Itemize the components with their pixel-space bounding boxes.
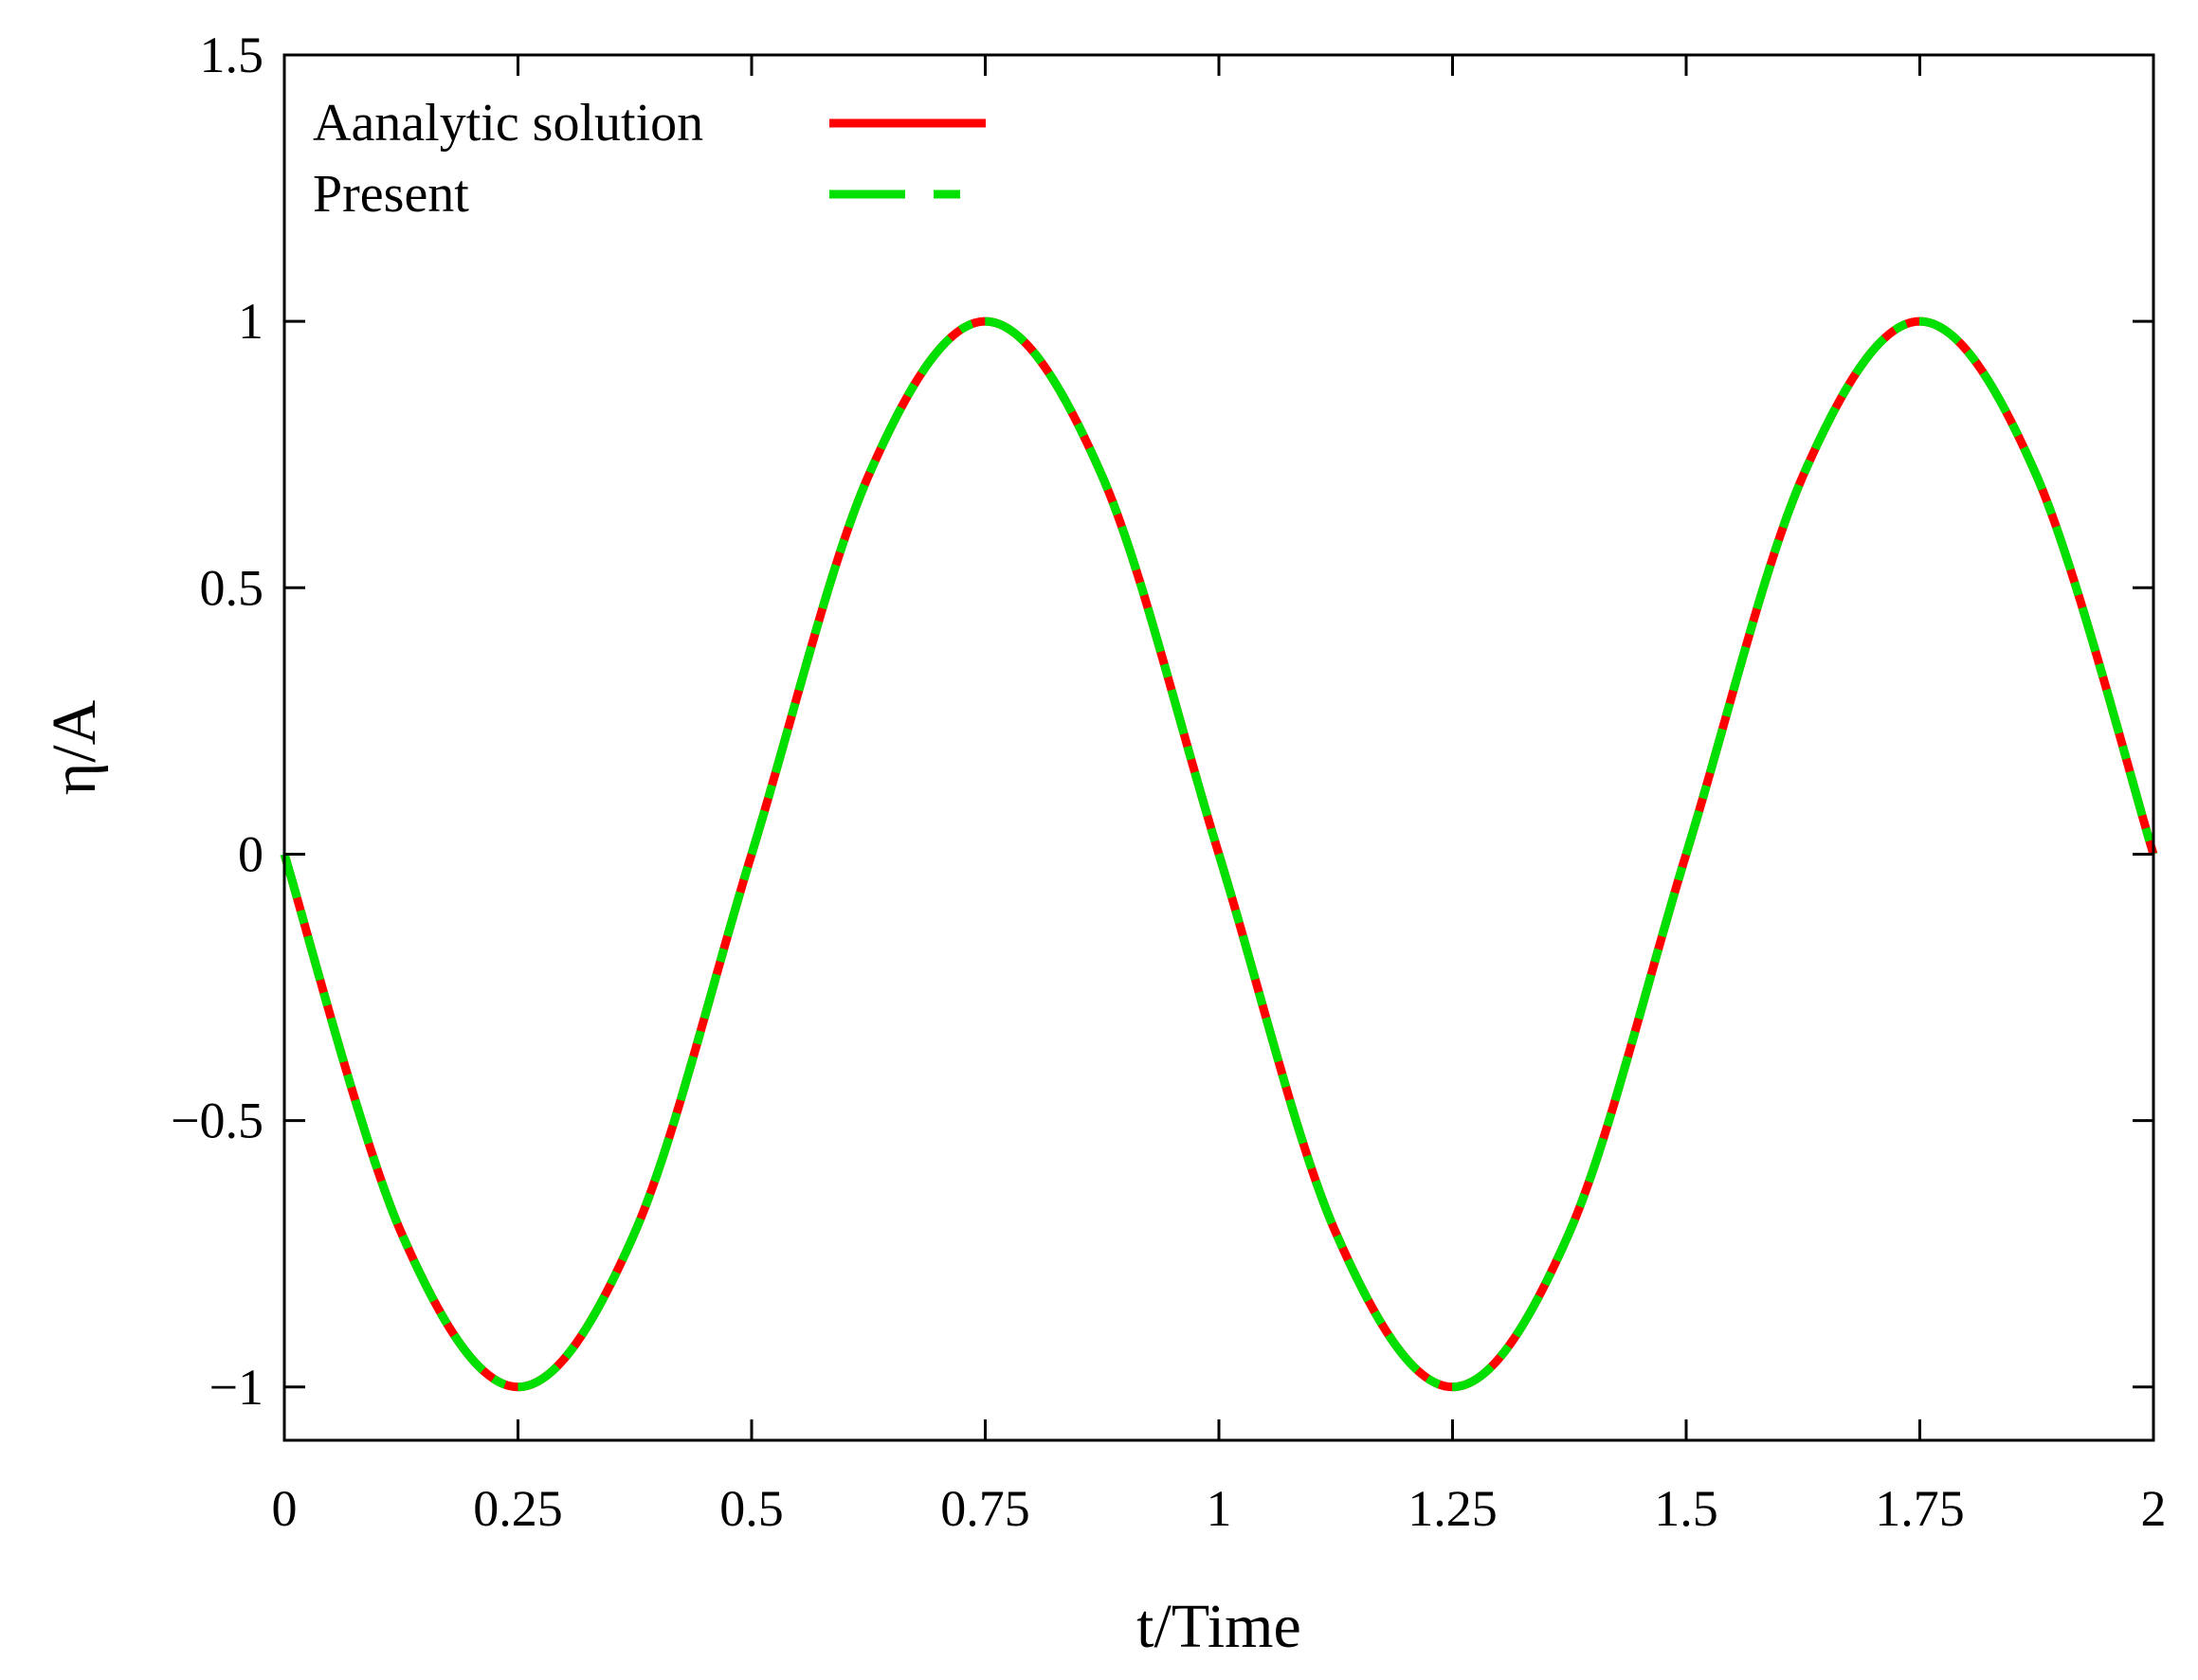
- y-axis-label: η/A: [40, 699, 109, 795]
- y-tick-label: −1: [209, 1359, 263, 1416]
- x-axis-label: t/Time: [1136, 1592, 1301, 1661]
- y-tick-label: 0.5: [200, 559, 264, 616]
- x-tick-label: 0.5: [719, 1480, 784, 1537]
- legend: Aanalytic solution Present: [313, 94, 986, 224]
- y-tick-label: 1.5: [200, 27, 264, 83]
- series-layer: [280, 316, 2158, 1392]
- y-tick-label: 0: [238, 825, 263, 882]
- legend-label: Aanalytic solution: [313, 94, 703, 153]
- x-tick-label: 1.75: [1875, 1480, 1965, 1537]
- x-tick-label: 1.5: [1654, 1480, 1718, 1537]
- x-tick-label: 1: [1207, 1480, 1232, 1537]
- x-tick-label: 2: [2141, 1480, 2167, 1537]
- plot-frame: [282, 53, 2155, 1442]
- series-line-present: [280, 316, 2158, 1392]
- legend-label: Present: [313, 165, 469, 224]
- x-tick-label: 0: [272, 1480, 298, 1537]
- ticks-layer: 0 0.25 0.5 0.75 1 1.25 1.5 1.75 2 −1 −0.5 0 0.5 1 1.5: [171, 27, 2166, 1537]
- x-tick-label: 1.25: [1408, 1480, 1498, 1537]
- x-tick-label: 0.25: [473, 1480, 563, 1537]
- y-tick-label: 1: [238, 293, 263, 350]
- x-tick-label: 0.75: [940, 1480, 1030, 1537]
- y-tick-label: −0.5: [171, 1093, 263, 1149]
